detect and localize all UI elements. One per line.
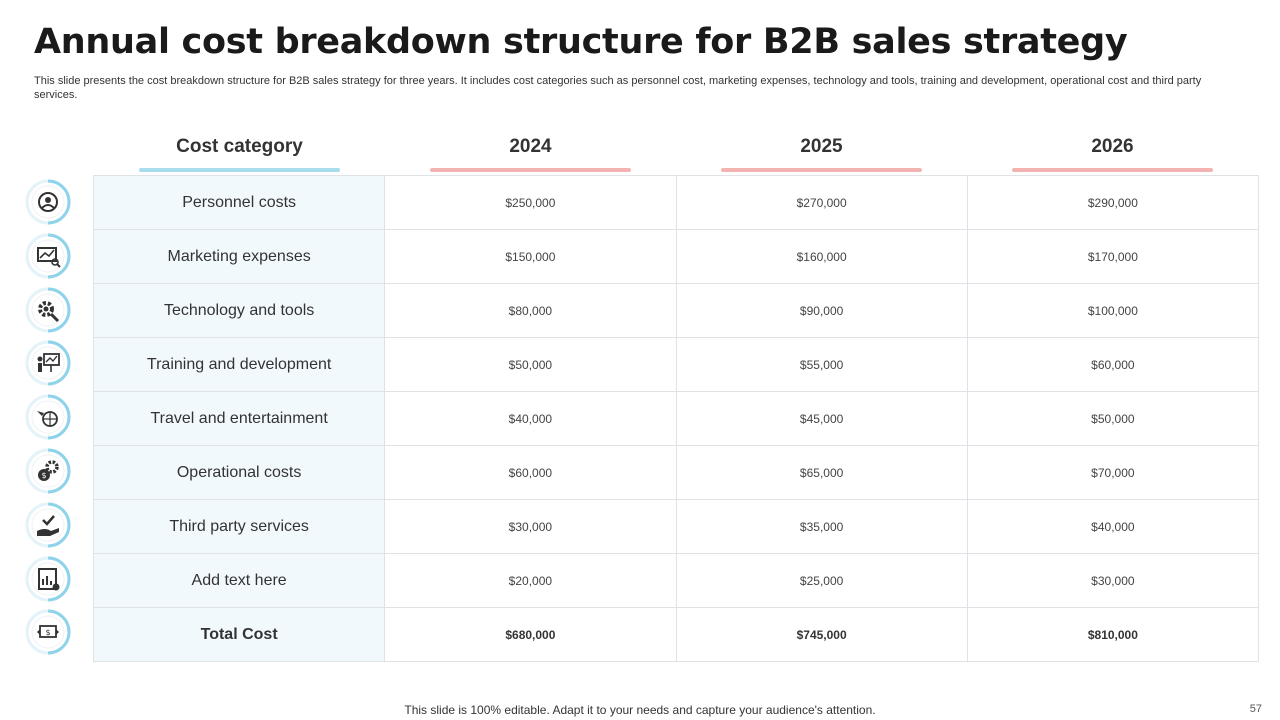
hand-check-icon: [24, 501, 72, 549]
cost-category-cell: Add text here: [92, 553, 386, 608]
header-year-2025: 2025: [721, 136, 922, 172]
value-cell-2026: $50,000: [966, 391, 1260, 446]
value-cell-2024: $680,000: [384, 607, 677, 662]
globe-plane-icon: [24, 393, 72, 441]
table-row: Add text here $20,000 $25,000 $30,000: [92, 553, 1260, 608]
value-cell-2026: $170,000: [966, 229, 1260, 284]
value-cell-2025: $35,000: [675, 499, 968, 554]
gears-dollar-icon: $: [24, 447, 72, 495]
value-cell-2026: $70,000: [966, 445, 1260, 500]
value-cell-2026: $30,000: [966, 553, 1260, 608]
value-cell-2024: $250,000: [384, 175, 677, 230]
value-cell-2024: $150,000: [384, 229, 677, 284]
table-row: Training and development $50,000 $55,000 $6…: [92, 337, 1260, 392]
svg-text:$: $: [41, 471, 46, 480]
header-underline: [1012, 168, 1213, 172]
value-cell-2025: $745,000: [675, 607, 968, 662]
cost-category-cell: Travel and entertainment: [92, 391, 386, 446]
money-exchange-icon: $: [24, 608, 72, 656]
table-row: Operational costs $60,000 $65,000 $70,000: [92, 445, 1260, 500]
cost-category-cell: Total Cost: [92, 607, 386, 662]
table-row: Marketing expenses $150,000 $160,000 $170,0…: [92, 229, 1260, 284]
header-cost-category: Cost category: [139, 136, 340, 172]
header-label: 2026: [1091, 136, 1134, 157]
header-year-2024: 2024: [430, 136, 631, 172]
value-cell-2025: $160,000: [675, 229, 968, 284]
header-underline: [430, 168, 631, 172]
cost-category-cell: Personnel costs: [92, 175, 386, 230]
report-icon: [24, 555, 72, 603]
value-cell-2026: $810,000: [966, 607, 1260, 662]
header-label: 2025: [800, 136, 843, 157]
value-cell-2024: $50,000: [384, 337, 677, 392]
table-row: Personnel costs $250,000 $270,000 $290,000: [92, 175, 1260, 230]
cost-category-cell: Marketing expenses: [92, 229, 386, 284]
gear-wrench-icon: [24, 286, 72, 334]
value-cell-2024: $20,000: [384, 553, 677, 608]
header-underline: [139, 168, 340, 172]
table-row: Third party services $30,000 $35,000 $40,00…: [92, 499, 1260, 554]
slide-subtitle: This slide presents the cost breakdown s…: [34, 75, 1202, 101]
value-cell-2025: $25,000: [675, 553, 968, 608]
value-cell-2024: $30,000: [384, 499, 677, 554]
table-row: Travel and entertainment $40,000 $45,000 $5…: [92, 391, 1260, 446]
target-person-icon: [24, 178, 72, 226]
cost-category-cell: Operational costs: [92, 445, 386, 500]
value-cell-2025: $65,000: [675, 445, 968, 500]
cost-category-cell: Technology and tools: [92, 283, 386, 338]
cost-category-cell: Third party services: [92, 499, 386, 554]
value-cell-2024: $40,000: [384, 391, 677, 446]
chart-magnifier-icon: [24, 232, 72, 280]
cost-category-cell: Training and development: [92, 337, 386, 392]
value-cell-2025: $55,000: [675, 337, 968, 392]
header-year-2026: 2026: [1012, 136, 1213, 172]
slide-footer: This slide is 100% editable. Adapt it to…: [404, 703, 876, 717]
slide-title: Annual cost breakdown structure for B2B …: [34, 22, 1128, 62]
value-cell-2026: $100,000: [966, 283, 1260, 338]
table-header-row: Cost category 2024 2025 2026: [0, 136, 1280, 176]
svg-text:$: $: [45, 628, 50, 637]
value-cell-2026: $290,000: [966, 175, 1260, 230]
value-cell-2026: $40,000: [966, 499, 1260, 554]
value-cell-2025: $90,000: [675, 283, 968, 338]
value-cell-2026: $60,000: [966, 337, 1260, 392]
value-cell-2025: $270,000: [675, 175, 968, 230]
cost-table: Personnel costs $250,000 $270,000 $290,000 M…: [92, 175, 1260, 662]
table-row: Technology and tools $80,000 $90,000 $100,0…: [92, 283, 1260, 338]
presentation-icon: [24, 339, 72, 387]
page-number: 57: [1249, 703, 1262, 715]
value-cell-2025: $45,000: [675, 391, 968, 446]
header-label: 2024: [509, 136, 552, 157]
value-cell-2024: $80,000: [384, 283, 677, 338]
total-row: Total Cost $680,000 $745,000 $810,000: [92, 607, 1260, 662]
value-cell-2024: $60,000: [384, 445, 677, 500]
header-underline: [721, 168, 922, 172]
header-label: Cost category: [176, 136, 303, 157]
